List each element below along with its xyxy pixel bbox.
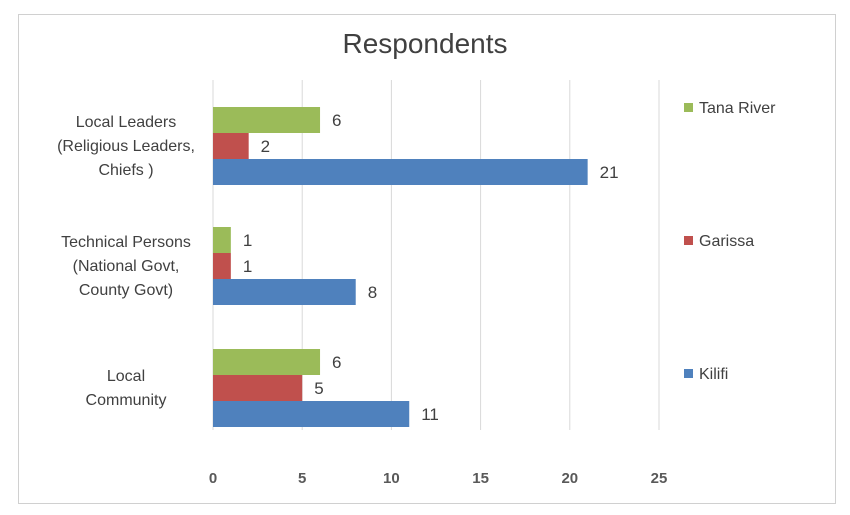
data-label-garissa-0: 2: [261, 137, 270, 156]
category-label-0-line-2: Chiefs ): [98, 162, 153, 179]
category-label-1-line-0: Technical Persons: [61, 234, 191, 251]
data-label-garissa-2: 5: [314, 379, 323, 398]
data-label-garissa-1: 1: [243, 257, 252, 276]
category-label-2-line-0: Local: [107, 368, 145, 385]
bar-kilifi-1: [213, 279, 356, 305]
bar-tana-river-2: [213, 349, 321, 375]
legend-label-garissa: Garissa: [699, 233, 754, 250]
chart-title: Respondents: [342, 28, 508, 59]
x-tick-label-20: 20: [561, 470, 578, 487]
data-label-kilifi-1: 8: [368, 283, 377, 302]
data-label-tana-river-0: 6: [332, 111, 341, 130]
bar-kilifi-2: [213, 401, 410, 427]
category-label-1-line-1: (National Govt,: [73, 258, 180, 275]
data-label-tana-river-2: 6: [332, 353, 341, 372]
data-label-tana-river-1: 1: [243, 231, 252, 250]
bar-tana-river-0: [213, 107, 321, 133]
category-label-1-line-2: County Govt): [79, 282, 173, 299]
x-tick-label-15: 15: [472, 470, 489, 487]
bar-garissa-2: [213, 375, 303, 401]
x-tick-label-5: 5: [298, 470, 306, 487]
category-label-0-line-1: (Religious Leaders,: [57, 138, 195, 155]
bar-kilifi-0: [213, 159, 588, 185]
x-tick-label-10: 10: [383, 470, 400, 487]
legend-swatch-kilifi: [684, 369, 693, 378]
legend-label-tana-river: Tana River: [699, 100, 776, 117]
category-label-2-line-1: Community: [86, 392, 167, 409]
x-tick-label-0: 0: [209, 470, 217, 487]
legend-swatch-garissa: [684, 236, 693, 245]
category-label-0-line-0: Local Leaders: [76, 114, 177, 131]
bar-garissa-1: [213, 253, 231, 279]
x-tick-label-25: 25: [651, 470, 668, 487]
legend-swatch-tana-river: [684, 103, 693, 112]
data-label-kilifi-2: 11: [421, 405, 439, 424]
chart-frame: [18, 14, 836, 504]
bar-garissa-0: [213, 133, 249, 159]
data-label-kilifi-0: 21: [600, 163, 619, 182]
bar-tana-river-1: [213, 227, 231, 253]
legend-label-kilifi: Kilifi: [699, 366, 728, 383]
